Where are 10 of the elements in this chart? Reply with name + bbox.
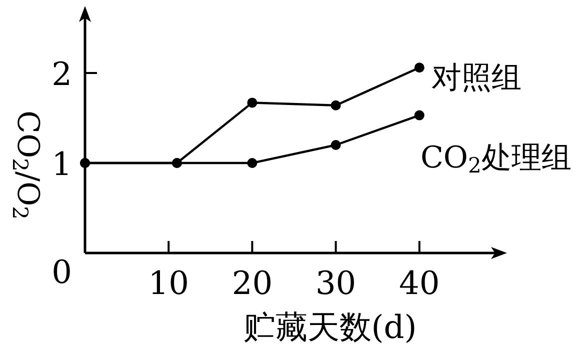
x-tick-label: 30 [315, 264, 356, 302]
series-label: 对照组 [431, 60, 522, 96]
y-tick-label: 0 [52, 253, 72, 291]
x-tick-label: 20 [232, 264, 273, 302]
y-tick-label: 2 [52, 55, 72, 93]
y-tick-label: 1 [52, 145, 72, 183]
x-tick-label: 40 [399, 264, 440, 302]
x-axis-title: 贮藏天数(d) [243, 308, 417, 346]
series-label: CO$_{2}$处理组 [420, 140, 572, 178]
x-tick-label: 10 [148, 264, 189, 302]
